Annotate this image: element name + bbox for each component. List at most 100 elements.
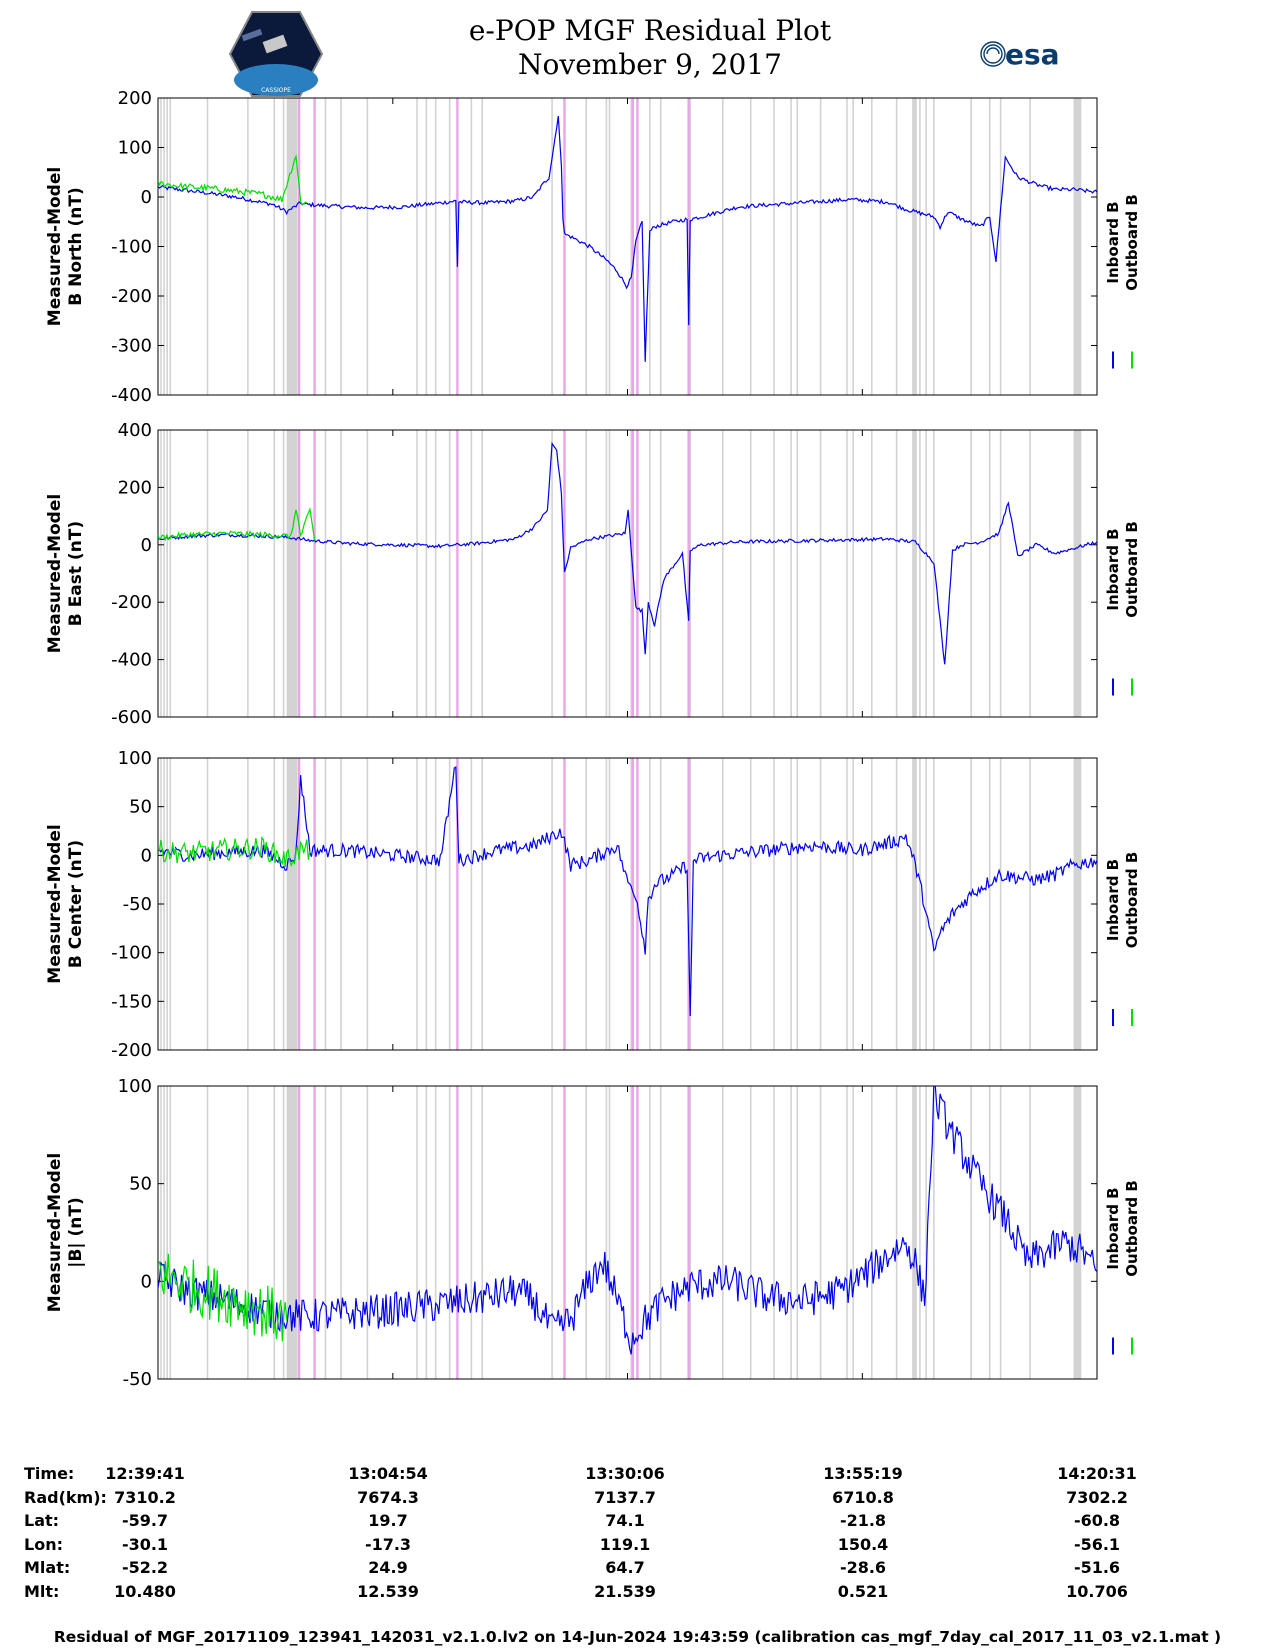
- info-row-value: -30.1: [121, 1534, 169, 1554]
- y-axis-label: Measured-Model|B| (nT): [45, 1153, 86, 1312]
- gap-band: [286, 1086, 298, 1379]
- info-row-value: -60.8: [1073, 1511, 1121, 1531]
- y-axis-label-line: Measured-Model: [45, 824, 65, 983]
- gap-band: [1073, 758, 1082, 1050]
- y-tick-label: 50: [129, 1174, 152, 1195]
- y-axis-label-line: B Center (nT): [66, 840, 86, 968]
- legend-label: Outboard B: [1123, 194, 1141, 291]
- info-row-label: Mlt:: [24, 1582, 60, 1601]
- series-line-outboard: [158, 507, 316, 542]
- esa-logo: esa: [980, 38, 1060, 71]
- y-axis-label-line: B East (nT): [66, 521, 86, 626]
- info-row-value: 0.521: [837, 1582, 889, 1601]
- panel-1: 200 100 0 -100 -200 -300 -400 Measured-ModelB N…: [45, 88, 1141, 406]
- series-line-outboard: [158, 835, 311, 868]
- orbit-info-table: Time: 12:39:41 13:04:54 13:30:06 13:55:19 14:…: [0, 1464, 1275, 1634]
- info-row-value: 14:20:31: [1057, 1464, 1137, 1483]
- y-axis-label-line: B North (nT): [66, 187, 86, 306]
- info-row-value: 150.4: [837, 1534, 889, 1554]
- panel-3: 100 50 0 -50 -100 -150 -200 Measured-ModelB Cen…: [45, 748, 1141, 1061]
- legend: Inboard B Outboard B: [1104, 521, 1141, 696]
- info-row-label: Rad(km):: [24, 1487, 107, 1507]
- y-tick-label: -50: [123, 1369, 152, 1390]
- gap-band: [912, 98, 917, 395]
- y-tick-label: -100: [111, 943, 152, 964]
- info-row-value: 64.7: [605, 1558, 645, 1578]
- y-tick-label: -50: [123, 894, 152, 915]
- legend-label: Outboard B: [1123, 1180, 1141, 1277]
- y-tick-label: -600: [111, 707, 152, 728]
- chart-title: e-POP MGF Residual Plot November 9, 2017: [380, 14, 920, 82]
- info-row-value: 119.1: [599, 1534, 651, 1554]
- info-row-value: 6710.8: [832, 1487, 894, 1507]
- y-tick-label: 0: [141, 1271, 152, 1292]
- cassiope-logo: CASSIOPE: [228, 11, 324, 97]
- info-row-value: 12:39:41: [105, 1464, 185, 1483]
- cassiope-logo-panel: [241, 28, 263, 42]
- info-row-value: -59.7: [121, 1511, 169, 1531]
- gap-band: [1073, 1086, 1082, 1379]
- y-axis-label: Measured-ModelB Center (nT): [45, 824, 86, 983]
- series-line-outboard: [158, 1253, 288, 1342]
- gap-band: [286, 758, 298, 1050]
- series-line-outboard: [158, 154, 308, 205]
- info-row-value: -51.6: [1073, 1558, 1121, 1578]
- legend-label: Inboard B: [1104, 1187, 1122, 1269]
- cassiope-logo-earth: [234, 64, 318, 96]
- info-row-value: 12.539: [357, 1582, 419, 1601]
- panel-4: 100 50 0 -50 Measured-Model|B| (nT) Inboard B…: [45, 1076, 1141, 1390]
- series-line-inboard: [158, 766, 1097, 1017]
- legend-label: Outboard B: [1123, 852, 1141, 949]
- gap-band: [286, 98, 298, 395]
- series-line-inboard: [158, 441, 1097, 665]
- gap-band: [1073, 98, 1082, 395]
- y-tick-label: -200: [111, 592, 152, 613]
- info-row-label: Time:: [24, 1464, 75, 1483]
- info-row-value: -56.1: [1073, 1534, 1121, 1554]
- info-row-value: 13:55:19: [823, 1464, 903, 1483]
- esa-logo-text: esa: [1005, 38, 1060, 71]
- info-row-value: -17.3: [364, 1534, 412, 1554]
- gap-band: [912, 758, 917, 1050]
- y-tick-label: -400: [111, 385, 152, 406]
- y-tick-label: -200: [111, 1040, 152, 1061]
- y-tick-label: 100: [118, 748, 152, 769]
- y-tick-label: -100: [111, 237, 152, 258]
- y-tick-label: 200: [118, 477, 152, 498]
- legend-label: Outboard B: [1123, 521, 1141, 618]
- y-axis-label-line: Measured-Model: [45, 167, 65, 326]
- cassiope-logo-satellite: [262, 34, 288, 54]
- y-tick-label: 200: [118, 88, 152, 109]
- cassiope-logo-text: CASSIOPE: [261, 87, 291, 94]
- info-row-value: 7302.2: [1066, 1487, 1128, 1507]
- y-tick-label: -300: [111, 336, 152, 357]
- series-line-inboard: [158, 115, 1097, 362]
- legend-label: Inboard B: [1104, 859, 1122, 941]
- info-row-value: 10.480: [114, 1582, 176, 1601]
- info-row-label: Lon:: [24, 1534, 63, 1554]
- y-axis-label-line: Measured-Model: [45, 494, 65, 653]
- y-tick-label: -150: [111, 991, 152, 1012]
- y-axis-label-line: |B| (nT): [66, 1197, 86, 1268]
- y-axis-label: Measured-ModelB East (nT): [45, 494, 86, 653]
- gap-band: [286, 430, 298, 717]
- y-tick-label: 0: [141, 535, 152, 556]
- y-tick-label: 0: [141, 845, 152, 866]
- info-row-value: -52.2: [121, 1558, 169, 1578]
- info-row-value: 7310.2: [114, 1487, 176, 1507]
- info-row-value: 7674.3: [357, 1487, 419, 1507]
- info-row-value: 19.7: [368, 1511, 408, 1531]
- info-row-value: 21.539: [594, 1582, 656, 1601]
- chart-title-line2: November 9, 2017: [518, 48, 782, 81]
- y-tick-label: 0: [141, 187, 152, 208]
- info-row-label: Mlat:: [24, 1558, 71, 1578]
- y-axis-label: Measured-ModelB North (nT): [45, 167, 86, 326]
- info-row-value: 13:30:06: [585, 1464, 665, 1483]
- info-row-value: 24.9: [368, 1558, 408, 1578]
- info-row-value: 10.706: [1066, 1582, 1128, 1601]
- legend-label: Inboard B: [1104, 201, 1122, 283]
- chart-title-line1: e-POP MGF Residual Plot: [468, 14, 832, 47]
- gap-band: [1073, 430, 1082, 717]
- gap-band: [912, 430, 917, 717]
